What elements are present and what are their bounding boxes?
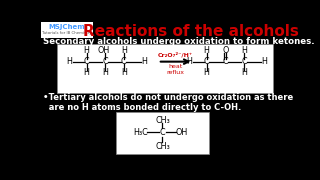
Text: H: H <box>241 68 247 77</box>
Text: C: C <box>84 57 89 66</box>
Text: CH₃: CH₃ <box>155 116 170 125</box>
Text: C: C <box>160 128 165 137</box>
Text: OH: OH <box>176 128 188 137</box>
Text: C: C <box>121 57 126 66</box>
Text: H: H <box>187 57 193 66</box>
Text: H: H <box>84 46 89 55</box>
Text: MSJChem: MSJChem <box>48 24 85 30</box>
Text: Cr₂O₇²⁻/H⁺: Cr₂O₇²⁻/H⁺ <box>158 52 193 57</box>
Text: OH: OH <box>97 46 110 55</box>
Bar <box>57 44 273 93</box>
Bar <box>41 22 93 38</box>
Text: C: C <box>241 57 247 66</box>
Text: H: H <box>67 57 72 66</box>
Text: H: H <box>204 46 210 55</box>
Text: Reactions of the alcohols: Reactions of the alcohols <box>83 24 299 39</box>
Text: Secondary alcohols undergo oxidation to form ketones.: Secondary alcohols undergo oxidation to … <box>43 37 315 46</box>
Text: H: H <box>204 68 210 77</box>
Text: H₃C: H₃C <box>133 128 148 137</box>
Text: O: O <box>222 46 228 55</box>
Text: Tutorials for IB Chemistry: Tutorials for IB Chemistry <box>42 31 91 35</box>
Text: C: C <box>222 57 228 66</box>
Text: H: H <box>121 68 127 77</box>
Text: H: H <box>102 68 108 77</box>
Text: H: H <box>84 68 89 77</box>
Text: C: C <box>204 57 209 66</box>
Text: H: H <box>121 46 127 55</box>
Bar <box>116 112 209 154</box>
Text: H: H <box>261 57 267 66</box>
Text: heat
reflux: heat reflux <box>167 64 185 75</box>
Text: CH₃: CH₃ <box>155 142 170 151</box>
Text: C: C <box>102 57 108 66</box>
Text: are no H atoms bonded directly to C-OH.: are no H atoms bonded directly to C-OH. <box>43 103 241 112</box>
Text: H: H <box>141 57 147 66</box>
Text: H: H <box>241 46 247 55</box>
Text: •Tertiary alcohols do not undergo oxidation as there: •Tertiary alcohols do not undergo oxidat… <box>43 93 293 102</box>
